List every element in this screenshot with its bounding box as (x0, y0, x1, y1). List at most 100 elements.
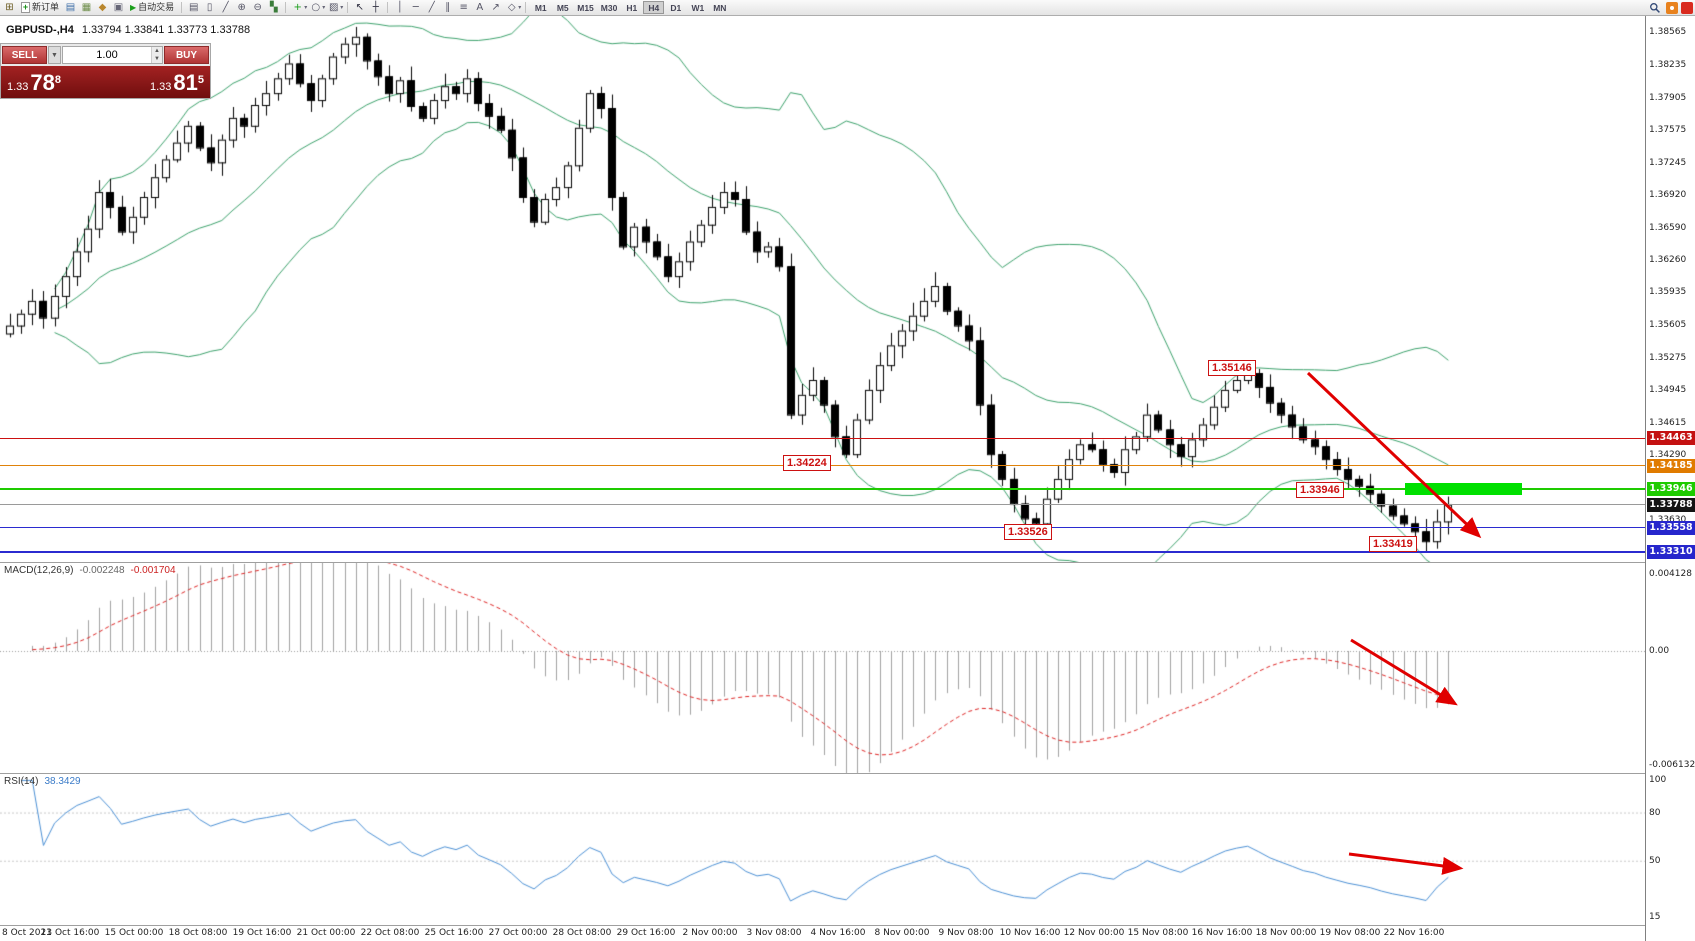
price-tick: 1.35275 (1649, 352, 1687, 363)
horizontal-level-line[interactable] (0, 504, 1645, 506)
time-axis-label[interactable]: 22 Nov 16:00 (1383, 928, 1445, 938)
bar-chart-icon[interactable]: ▤ (186, 1, 201, 15)
time-axis-label[interactable]: 8 Oct 2021 (2, 928, 52, 938)
text-icon[interactable]: A (472, 1, 487, 15)
periods-icon[interactable]: ○ (308, 1, 323, 15)
time-axis-label[interactable]: 9 Nov 08:00 (938, 928, 994, 938)
templates-icon-caret[interactable]: ▾ (340, 5, 344, 11)
navigator-icon[interactable]: ◆ (95, 1, 110, 15)
time-axis-label[interactable]: 18 Oct 08:00 (168, 928, 228, 938)
shapes-icon[interactable]: ◇ (504, 1, 519, 15)
time-axis-label[interactable]: 28 Oct 08:00 (552, 928, 612, 938)
price-chart[interactable] (0, 16, 1645, 562)
zoom-out-icon[interactable]: ⊖ (250, 1, 265, 15)
support-zone-rectangle[interactable] (1405, 483, 1522, 495)
ask-price: 1.33815 (149, 70, 204, 95)
notification-badge[interactable] (1681, 1, 1693, 14)
community-icon[interactable] (1666, 1, 1678, 14)
price-axis[interactable]: 1.38565 1.38235 1.37905 1.37575 1.37245 1.369… (1645, 16, 1695, 941)
one-click-trading-panel: SELL ▼ ▲ ▼ BUY 1.33788 1.33815 (0, 43, 211, 99)
timeframe-M5[interactable]: M5 (552, 1, 573, 14)
time-axis-label[interactable]: 12 Nov 00:00 (1063, 928, 1125, 938)
zoom-in-icon[interactable]: ⊕ (234, 1, 249, 15)
price-tick: 1.36260 (1649, 255, 1687, 266)
time-axis-label[interactable]: 3 Nov 08:00 (746, 928, 802, 938)
autotrading-button[interactable]: ▶ 自动交易 (127, 1, 177, 15)
time-axis-label[interactable]: 27 Oct 00:00 (488, 928, 548, 938)
toolbar-group-panels: ▤ ▦ ◆ ▣ (63, 1, 126, 15)
volume-input[interactable] (63, 49, 151, 61)
panel-separator[interactable] (0, 562, 1695, 563)
timeframe-H4[interactable]: H4 (643, 1, 665, 14)
cursor-icon[interactable]: ↖ (352, 1, 367, 15)
time-axis-label[interactable]: 18 Nov 00:00 (1255, 928, 1317, 938)
periods-icon-caret[interactable]: ▾ (322, 5, 326, 11)
time-axis-label[interactable]: 10 Nov 16:00 (999, 928, 1061, 938)
time-axis-label[interactable]: 15 Oct 00:00 (104, 928, 164, 938)
timeframe-MN[interactable]: MN (709, 1, 730, 14)
search-icon[interactable] (1647, 1, 1662, 15)
timeframe-M15[interactable]: M15 (574, 1, 597, 14)
horizontal-level-line[interactable] (0, 527, 1645, 529)
order-options-dropdown[interactable]: ▼ (48, 46, 61, 64)
templates-icon[interactable]: ▨ (326, 1, 341, 15)
terminal-icon[interactable]: ▣ (111, 1, 126, 15)
price-annotation[interactable]: 1.33526 (1004, 524, 1052, 540)
time-axis-label[interactable]: 19 Oct 16:00 (232, 928, 292, 938)
horizontal-level-line[interactable] (0, 488, 1645, 491)
trendline-icon[interactable]: ╱ (424, 1, 439, 15)
arrow-object-icon[interactable]: ↗ (488, 1, 503, 15)
fibonacci-icon[interactable]: ≡ (456, 1, 471, 15)
rsi-chart[interactable] (0, 774, 1645, 925)
time-axis-label[interactable]: 22 Oct 08:00 (360, 928, 420, 938)
horizontal-level-line[interactable] (0, 551, 1645, 554)
time-axis-label[interactable]: 13 Oct 16:00 (40, 928, 100, 938)
time-axis-label[interactable]: 25 Oct 16:00 (424, 928, 484, 938)
timeframe-W1[interactable]: W1 (687, 1, 708, 14)
timeframe-M1[interactable]: M1 (530, 1, 551, 14)
price-annotation[interactable]: 1.33419 (1369, 536, 1417, 552)
price-axis-badge: 1.33558 (1647, 520, 1695, 535)
channel-icon[interactable]: ∥ (440, 1, 455, 15)
new-chart-icon[interactable]: ⊞ (2, 1, 17, 15)
panel-separator[interactable] (0, 773, 1695, 774)
time-axis-label[interactable]: 19 Nov 08:00 (1319, 928, 1381, 938)
horizontal-level-line[interactable] (0, 437, 1645, 439)
line-chart-icon[interactable]: ╱ (218, 1, 233, 15)
price-annotation[interactable]: 1.35146 (1208, 360, 1256, 376)
price-annotation[interactable]: 1.34224 (783, 455, 831, 471)
time-axis-label[interactable]: 16 Nov 16:00 (1191, 928, 1253, 938)
horizontal-line-icon[interactable]: ─ (408, 1, 423, 15)
vertical-line-icon[interactable]: │ (392, 1, 407, 15)
price-axis-badge: 1.33946 (1647, 482, 1695, 497)
rsi-value: 38.3429 (44, 776, 81, 787)
time-axis-label[interactable]: 15 Nov 08:00 (1127, 928, 1189, 938)
crosshair-icon[interactable]: ┼ (368, 1, 383, 15)
toolbar-group-draw-tools: │ ─ ╱ ∥ ≡ A ↗ ◇ ▾ (392, 1, 522, 15)
time-axis-label[interactable]: 4 Nov 16:00 (810, 928, 866, 938)
timeframe-H1[interactable]: H1 (621, 1, 642, 14)
macd-chart[interactable] (0, 563, 1645, 773)
indicators-icon[interactable]: + (290, 1, 305, 15)
time-axis-label[interactable]: 2 Nov 00:00 (682, 928, 738, 938)
timeframe-M30[interactable]: M30 (598, 1, 621, 14)
bid-ask-display[interactable]: 1.33788 1.33815 (1, 66, 210, 98)
volume-up-button[interactable]: ▲ (152, 47, 162, 55)
volume-down-button[interactable]: ▼ (152, 55, 162, 63)
tile-windows-icon[interactable]: ▚ (266, 1, 281, 15)
buy-button[interactable]: BUY (164, 46, 209, 64)
data-window-icon[interactable]: ▦ (79, 1, 94, 15)
toolbar-group-indicators: + ▾ ○ ▾ ▨ ▾ (290, 1, 343, 15)
time-axis-label[interactable]: 21 Oct 00:00 (296, 928, 356, 938)
market-watch-icon[interactable]: ▤ (63, 1, 78, 15)
toolbar-separator (181, 2, 183, 13)
new-order-button[interactable]: + 新订单 (18, 1, 62, 15)
candlestick-icon[interactable]: ▯ (202, 1, 217, 15)
time-axis-label[interactable]: 8 Nov 00:00 (874, 928, 930, 938)
price-annotation[interactable]: 1.33946 (1296, 482, 1344, 498)
indicators-icon-caret[interactable]: ▾ (304, 5, 308, 11)
shapes-icon-caret[interactable]: ▾ (518, 5, 522, 11)
time-axis-label[interactable]: 29 Oct 16:00 (616, 928, 676, 938)
sell-button[interactable]: SELL (2, 46, 47, 64)
timeframe-D1[interactable]: D1 (665, 1, 686, 14)
